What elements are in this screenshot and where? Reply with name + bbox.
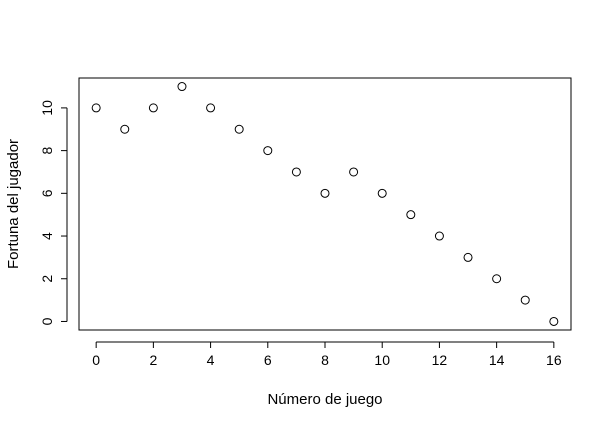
data-point <box>148 103 158 113</box>
data-point <box>549 316 559 326</box>
x-tick-label: 4 <box>207 352 215 368</box>
y-tick-label: 6 <box>39 189 55 197</box>
data-point <box>120 124 130 134</box>
x-axis-label: Número de juego <box>267 391 382 408</box>
y-tick-label: 8 <box>39 147 55 155</box>
x-tick-label: 14 <box>489 352 505 368</box>
data-point <box>520 295 530 305</box>
x-tick-label: 6 <box>264 352 272 368</box>
data-point <box>377 188 387 198</box>
x-tick-label: 10 <box>374 352 390 368</box>
y-axis: 0 2 4 6 8 10 <box>39 100 68 325</box>
y-axis-label: Fortuna del jugador <box>5 139 22 269</box>
data-point <box>434 231 444 241</box>
x-tick-label: 16 <box>546 352 562 368</box>
data-point <box>206 103 216 113</box>
y-tick-label: 4 <box>39 232 55 240</box>
y-tick-label: 2 <box>39 275 55 283</box>
data-point <box>234 124 244 134</box>
data-point <box>263 146 273 156</box>
data-point <box>349 167 359 177</box>
x-axis: 0 2 4 6 8 10 12 14 16 <box>92 341 562 368</box>
plot-frame <box>78 77 572 331</box>
data-point <box>320 188 330 198</box>
data-point <box>91 103 101 113</box>
y-tick-label: 0 <box>39 317 55 325</box>
data-point <box>291 167 301 177</box>
x-tick-label: 0 <box>92 352 100 368</box>
y-tick-label: 10 <box>39 100 55 116</box>
data-point <box>406 210 416 220</box>
x-tick-label: 2 <box>149 352 157 368</box>
data-point <box>177 82 187 92</box>
x-tick-label: 12 <box>432 352 448 368</box>
data-points <box>91 82 559 326</box>
data-point <box>492 274 502 284</box>
data-point <box>463 252 473 262</box>
x-tick-label: 8 <box>321 352 329 368</box>
